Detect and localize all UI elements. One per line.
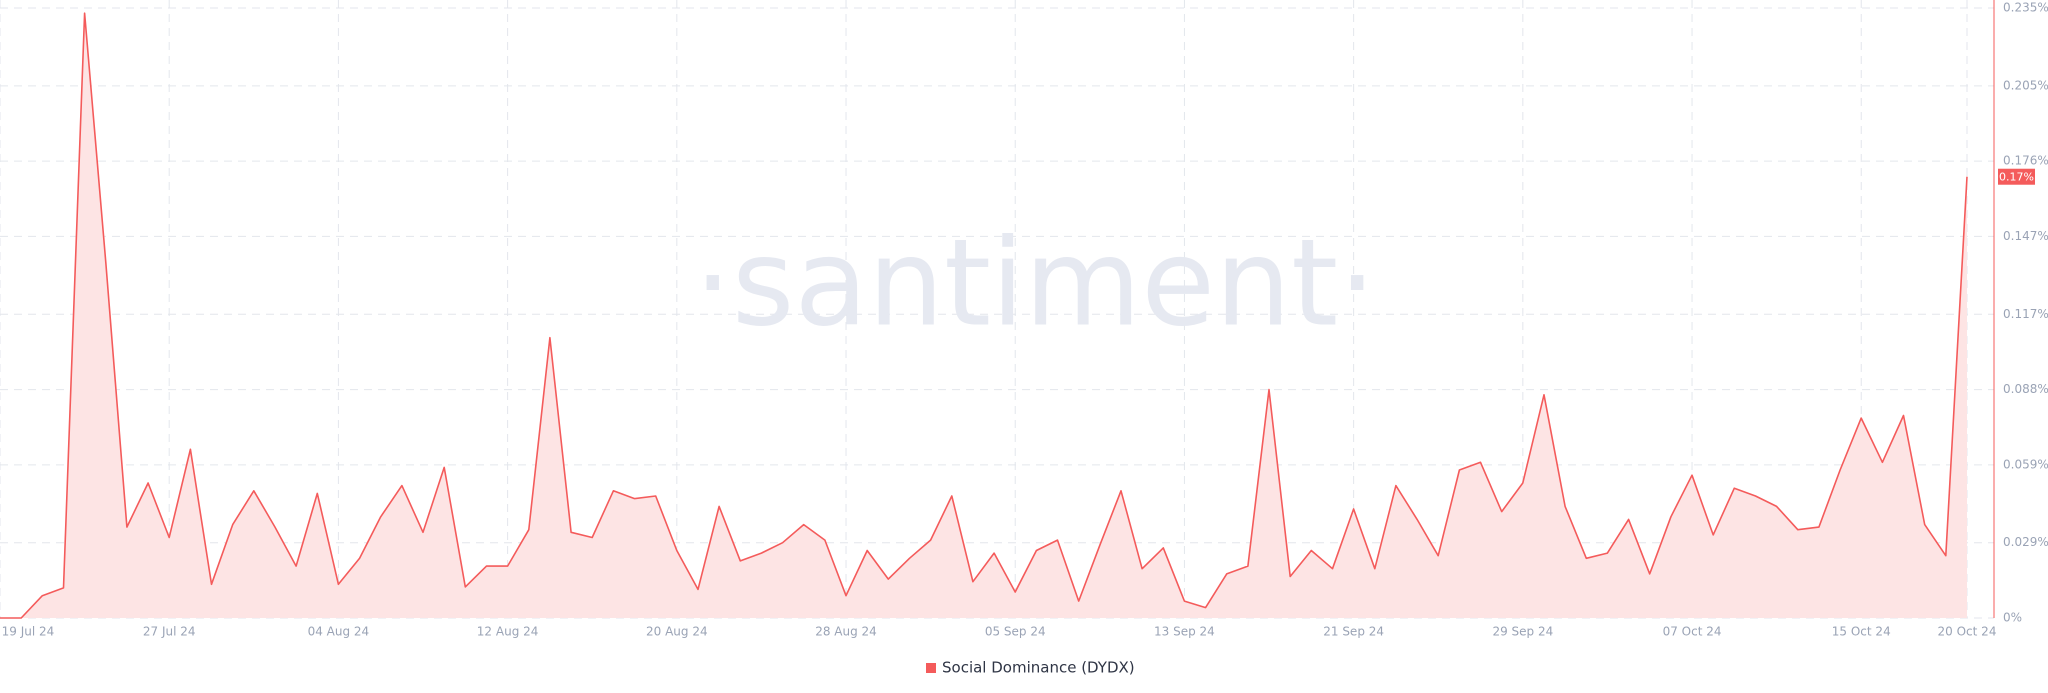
x-tick-label: 13 Sep 24 [1154,625,1215,639]
y-tick-label: 0.235% [2003,1,2048,15]
y-tick-label: 0.029% [2003,535,2048,549]
x-tick-label: 04 Aug 24 [308,625,370,639]
y-tick-label: 0.117% [2003,307,2048,321]
legend: Social Dominance (DYDX) [926,659,1135,677]
y-tick-label: 0.205% [2003,78,2048,92]
y-tick-label: 0.147% [2003,229,2048,243]
x-tick-label: 21 Sep 24 [1323,625,1384,639]
x-tick-label: 12 Aug 24 [477,625,539,639]
x-tick-label: 19 Jul 24 [2,625,55,639]
y-tick-label: 0.059% [2003,457,2048,471]
watermark: ·santiment· [694,215,1377,354]
x-tick-label: 29 Sep 24 [1492,625,1553,639]
x-tick-label: 05 Sep 24 [985,625,1046,639]
x-tick-label: 20 Oct 24 [1938,625,1997,639]
last-value-box [1998,168,2035,185]
legend-label: Social Dominance (DYDX) [942,659,1135,677]
y-tick-label: 0.088% [2003,382,2048,396]
y-tick-label: 0.176% [2003,154,2048,168]
x-tick-label: 27 Jul 24 [143,625,196,639]
x-tick-label: 07 Oct 24 [1663,625,1722,639]
x-tick-label: 28 Aug 24 [815,625,877,639]
y-tick-label: 0% [2003,611,2022,625]
last-value-label: 0.17% [1999,171,2034,184]
area-fill [0,13,1967,618]
x-tick-label: 15 Oct 24 [1832,625,1891,639]
legend-swatch [926,663,936,673]
line [0,12,1968,619]
x-tick-label: 20 Aug 24 [646,625,708,639]
